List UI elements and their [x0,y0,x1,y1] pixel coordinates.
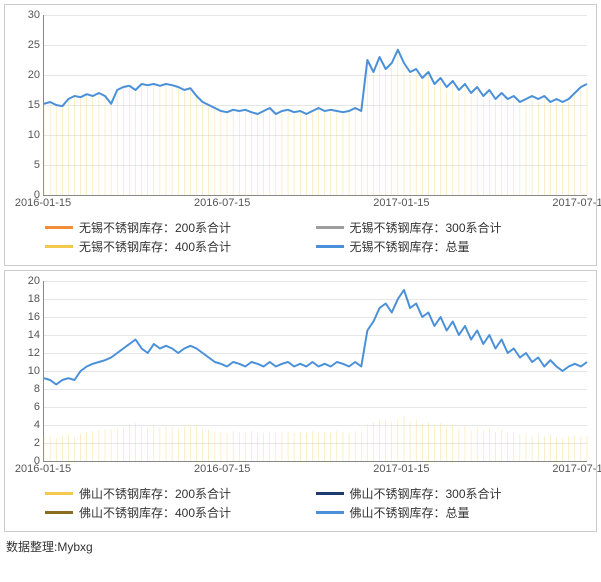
y-tick-label: 18 [10,293,40,305]
y-tick-label: 25 [10,39,40,51]
x-axis-foshan: 2016-01-152016-07-152017-01-152017-07-15 [43,461,586,479]
y-tick-label: 4 [10,419,40,431]
legend-label: 无锡不锈钢库存：300系合计 [350,219,502,236]
y-tick-label: 30 [10,9,40,21]
legend-swatch [316,511,344,514]
legend-swatch [316,245,344,248]
y-tick-label: 10 [10,365,40,377]
legend-swatch [45,492,73,495]
x-tick-label: 2017-07-15 [552,463,601,475]
data-credit: 数据整理:Mybxg [4,536,597,555]
chart-panel-wuxi: 051015202530 2016-01-15 2016-07-15 2017-01… [4,4,597,266]
plot-area-wuxi: 051015202530 [43,15,587,196]
legend-label: 无锡不锈钢库存：总量 [350,238,470,255]
total-line [44,50,587,114]
legend-item: 无锡不锈钢库存：300系合计 [316,219,587,236]
x-tick-label: 2016-07-15 [194,197,250,209]
chart-body-foshan: 02468101214161820 [5,271,596,461]
legend-swatch [45,245,73,248]
legend-item: 佛山不锈钢库存：200系合计 [45,485,316,502]
legend-foshan: 佛山不锈钢库存：200系合计 佛山不锈钢库存：300系合计佛山不锈钢库存：400系… [5,479,596,531]
y-tick-label: 20 [10,275,40,287]
x-tick-label: 2017-07-15 [552,197,601,209]
legend-item: 无锡不锈钢库存：400系合计 [45,238,316,255]
drop-lines [44,416,587,461]
x-tick-label: 2016-01-15 [15,463,71,475]
y-tick-label: 10 [10,129,40,141]
legend-label: 无锡不锈钢库存：200系合计 [79,219,231,236]
y-tick-label: 2 [10,437,40,449]
x-tick-label: 2017-01-15 [373,197,429,209]
plot-area-foshan: 02468101214161820 [43,281,587,462]
y-tick-label: 14 [10,329,40,341]
chart-svg [44,15,587,195]
x-tick-label: 2017-01-15 [373,463,429,475]
legend-swatch [45,511,73,514]
x-tick-label: 2016-07-15 [194,463,250,475]
y-tick-label: 12 [10,347,40,359]
y-tick-label: 8 [10,383,40,395]
legend-swatch [316,226,344,229]
y-tick-label: 5 [10,159,40,171]
y-tick-label: 16 [10,311,40,323]
legend-label: 无锡不锈钢库存：400系合计 [79,238,231,255]
legend-item: 佛山不锈钢库存：400系合计 [45,504,316,521]
y-tick-label: 6 [10,401,40,413]
chart-svg [44,281,587,461]
legend-label: 佛山不锈钢库存：200系合计 [79,485,231,502]
drop-lines [44,52,587,195]
legend-label: 佛山不锈钢库存：400系合计 [79,504,231,521]
chart-panel-foshan: 02468101214161820 2016-01-15 2016-07-15 20… [4,270,597,532]
legend-item: 佛山不锈钢库存：总量 [316,504,587,521]
legend-item: 无锡不锈钢库存：总量 [316,238,587,255]
legend-item: 无锡不锈钢库存：200系合计 [45,219,316,236]
legend-wuxi: 无锡不锈钢库存：200系合计 无锡不锈钢库存：300系合计无锡不锈钢库存：400系… [5,213,596,265]
chart-body-wuxi: 051015202530 [5,5,596,195]
x-axis-wuxi: 2016-01-152016-07-152017-01-152017-07-15 [43,195,586,213]
x-tick-label: 2016-01-15 [15,197,71,209]
y-tick-label: 15 [10,99,40,111]
legend-swatch [316,492,344,495]
total-line [44,290,587,385]
legend-label: 佛山不锈钢库存：300系合计 [350,485,502,502]
legend-swatch [45,226,73,229]
legend-label: 佛山不锈钢库存：总量 [350,504,470,521]
legend-item: 佛山不锈钢库存：300系合计 [316,485,587,502]
y-tick-label: 20 [10,69,40,81]
